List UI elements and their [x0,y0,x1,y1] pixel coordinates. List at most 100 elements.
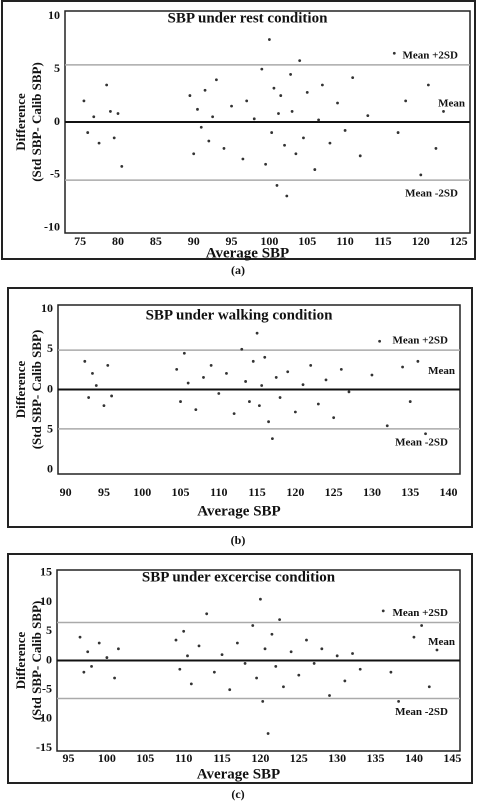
data-point [251,359,255,363]
data-point [312,662,316,665]
data-point [241,157,245,161]
panel-border [1,0,476,260]
data-point [404,99,408,103]
data-point [228,688,232,692]
y-tick-label: -10 [44,219,60,233]
reference-label: Mean +2SD [403,49,459,61]
data-point [257,404,261,407]
data-point [343,129,347,132]
caption: (b) [231,533,246,547]
y-axis-label: (Std SBP- Calib SBP) [29,330,44,450]
data-point [267,420,270,424]
x-tick-label: 95 [226,234,238,248]
x-tick-label: 120 [251,751,269,765]
data-point [416,359,420,363]
y-tick-label: 10 [40,594,52,608]
data-point [189,682,193,686]
data-point [217,392,221,395]
data-point [347,390,351,394]
data-point [105,656,109,659]
data-point [186,381,190,385]
data-point [215,78,218,82]
reference-label: Mean -2SD [395,706,448,718]
data-point [182,629,186,633]
data-point [335,654,339,658]
x-tick-label: 90 [60,485,72,499]
data-point [222,147,226,150]
data-point [336,101,339,105]
x-tick-label: 110 [336,234,353,248]
x-tick-label: 125 [290,751,308,765]
x-tick-label: 90 [188,234,200,248]
data-point [82,670,86,674]
x-axis-label: Average SBP [206,245,289,261]
data-point [102,404,106,407]
y-axis-label: (Std SBP- Calib SBP) [29,601,44,721]
data-point [358,154,362,158]
data-point [313,168,317,171]
data-point [94,384,98,387]
y-axis-label: (Std SBP- Calib SBP) [29,62,44,182]
x-tick-label: 140 [405,751,423,765]
data-point [92,115,96,119]
chart-title: SBP under rest condition [168,10,329,26]
data-point [328,141,332,145]
x-tick-label: 110 [175,751,192,765]
x-tick-label: 115 [248,485,265,499]
data-point [97,641,101,645]
data-point [263,647,267,651]
data-point [328,694,331,697]
data-point [298,59,302,63]
y-axis-label: Difference [13,361,28,419]
data-point [109,110,112,113]
data-point [293,410,297,414]
y-tick-label: -5 [42,681,52,695]
data-point [305,91,309,94]
y-tick-label: 5 [54,61,60,75]
data-point [188,94,192,97]
data-point [209,363,213,367]
data-point [392,51,396,55]
x-tick-label: 135 [401,485,419,499]
x-tick-label: 105 [298,234,316,248]
data-point [260,384,264,387]
data-point [274,664,278,668]
data-point [320,83,324,87]
data-point [297,673,301,677]
reference-label: Mean [428,365,455,377]
data-point [117,647,120,651]
y-tick-label: 5 [47,341,53,355]
caption: (a) [231,263,245,277]
y-tick-label: 0 [46,652,52,666]
data-point [301,383,305,387]
data-point [317,118,320,122]
data-point [240,347,244,351]
data-point [389,670,393,674]
data-point [408,400,412,403]
x-tick-label: 85 [150,234,162,248]
y-tick-label: -10 [36,711,52,725]
caption: (c) [231,787,244,801]
data-point [279,94,283,97]
data-point [434,147,438,150]
data-point [286,370,290,374]
data-point [412,635,416,639]
data-point [87,396,91,399]
data-point [401,365,404,369]
data-point [106,363,110,367]
x-tick-label: 80 [112,234,124,248]
data-point [113,676,116,680]
data-point [427,685,431,689]
data-point [381,609,385,613]
data-point [385,424,389,428]
data-point [203,88,207,92]
data-point [285,194,289,198]
data-point [316,402,320,406]
y-tick-label: 0 [47,381,53,395]
data-point [86,131,90,134]
data-point [370,373,374,377]
data-point [86,650,90,654]
reference-label: Mean [438,98,465,110]
data-point [196,107,199,111]
